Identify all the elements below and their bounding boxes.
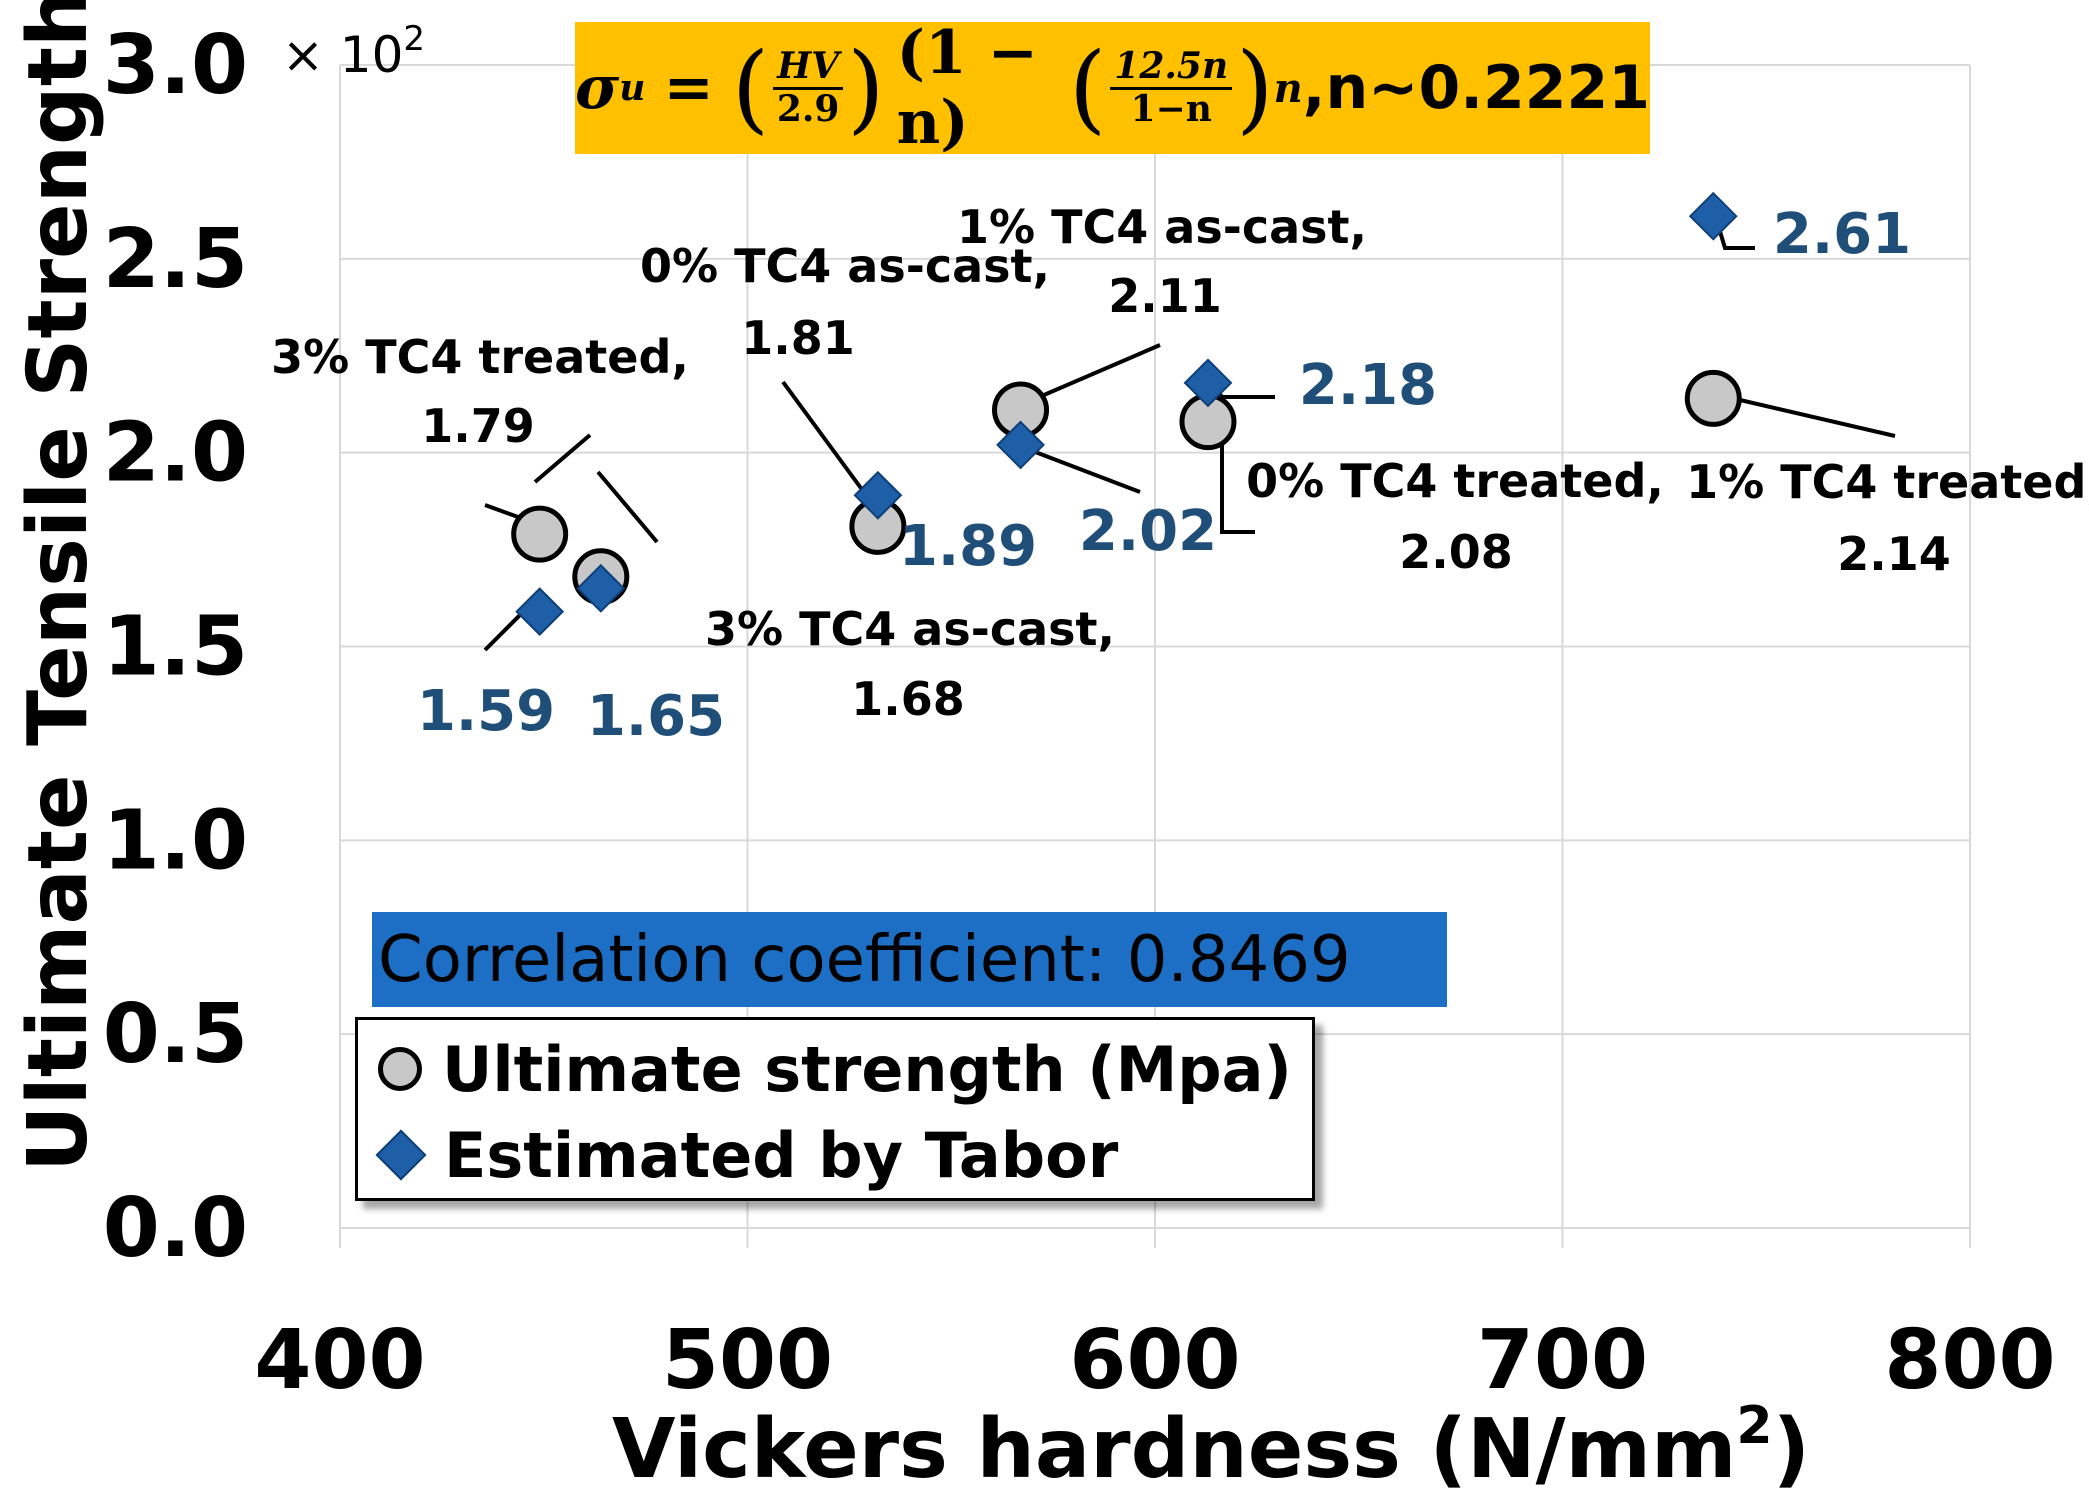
leader-line: [1029, 343, 1161, 403]
point-value-label: 1.81: [741, 311, 855, 365]
estimate-value-label: 1.59: [417, 679, 555, 744]
circle-marker-icon: [378, 1047, 422, 1091]
tabor-estimate-point: [1688, 191, 1738, 241]
ultimate-strength-point: [1684, 369, 1742, 427]
estimate-value-label: 2.18: [1299, 353, 1437, 418]
x-tick-label: 500: [662, 1313, 833, 1408]
tabor-estimate-point: [576, 563, 626, 613]
data-labels: 3% TC4 treated, 1.79 3% TC4 as-cast, 1.68 0%…: [271, 200, 2089, 749]
tabor-estimate-point: [1183, 358, 1233, 408]
point-label: 0% TC4 treated,: [1246, 454, 1664, 508]
y-axis-title: Ultimate Tensile Strength (MPa): [11, 0, 106, 1172]
estimate-value-label: 1.65: [587, 684, 725, 749]
estimate-value-label: 2.61: [1773, 202, 1911, 267]
y-multiplier: × 102: [282, 19, 425, 84]
point-label: 1% TC4 treated,: [1686, 455, 2089, 509]
tabor-estimate-point: [515, 587, 565, 637]
diamond-marker-icon: [375, 1129, 427, 1181]
y-tick-label: 0.5: [103, 987, 248, 1082]
x-tick-label: 600: [1069, 1313, 1240, 1408]
point-value-label: 1.68: [851, 672, 965, 726]
tabor-estimate-point: [996, 420, 1045, 470]
x-tick-label: 700: [1477, 1313, 1648, 1408]
legend-item-tabor: Estimated by Tabor: [375, 1112, 1119, 1198]
y-tick-label: 1.5: [103, 600, 248, 695]
leader-line: [533, 433, 592, 484]
x-tick-label: 400: [254, 1313, 425, 1408]
formula-tail: ,n~0.2221: [1302, 53, 1650, 123]
y-tick-label: 1.0: [103, 793, 248, 888]
point-label: 3% TC4 treated,: [271, 330, 689, 384]
legend-item-ultimate: Ultimate strength (Mpa): [378, 1026, 1292, 1112]
estimate-value-label: 1.89: [899, 514, 1037, 579]
leader-line: [781, 380, 868, 497]
point-value-label: 1.79: [421, 399, 535, 453]
y-tick-label: 3.0: [103, 18, 248, 113]
formula-lhs-sub: u: [619, 67, 646, 109]
legend-label: Ultimate strength (Mpa): [442, 1032, 1292, 1106]
formula-mid: (1 − n): [896, 18, 1038, 158]
formula-lhs: σ: [575, 53, 620, 123]
legend-label: Estimated by Tabor: [444, 1118, 1119, 1192]
series-estimated-tabor: [515, 191, 1738, 637]
point-value-label: 2.11: [1108, 269, 1222, 323]
estimate-value-label: 2.02: [1079, 499, 1217, 564]
legend: Ultimate strength (Mpa) Estimated by Tab…: [355, 1017, 1315, 1201]
point-label: 1% TC4 as-cast,: [957, 200, 1367, 254]
point-label: 0% TC4 as-cast,: [640, 239, 1050, 293]
point-label: 3% TC4 as-cast,: [705, 602, 1115, 656]
formula-frac-2: 12.5n 1−n: [1110, 46, 1233, 129]
formula-frac-1: HV 2.9: [773, 46, 844, 129]
correlation-annotation: Correlation coefficient: 0.8469: [372, 912, 1447, 1007]
formula-eq: =: [663, 53, 714, 123]
x-axis-title: Vickers hardness (N/mm2): [612, 1396, 1810, 1497]
point-value-label: 2.14: [1837, 527, 1951, 581]
y-tick-label: 0.0: [103, 1181, 248, 1276]
tick-labels: 400 500 600 700 800 0.0 0.5 1.0 1.5 2.0 2.5 3.0: [103, 18, 2056, 1408]
leader-line: [1029, 448, 1141, 494]
y-tick-label: 2.5: [103, 212, 248, 307]
tabor-estimate-point: [853, 470, 903, 520]
x-tick-label: 800: [1884, 1313, 2055, 1408]
point-value-label: 2.08: [1399, 525, 1513, 579]
leader-line: [596, 470, 659, 544]
y-tick-label: 2.0: [103, 406, 248, 501]
formula-exp: n: [1273, 64, 1303, 112]
ultimate-strength-point: [511, 505, 569, 563]
